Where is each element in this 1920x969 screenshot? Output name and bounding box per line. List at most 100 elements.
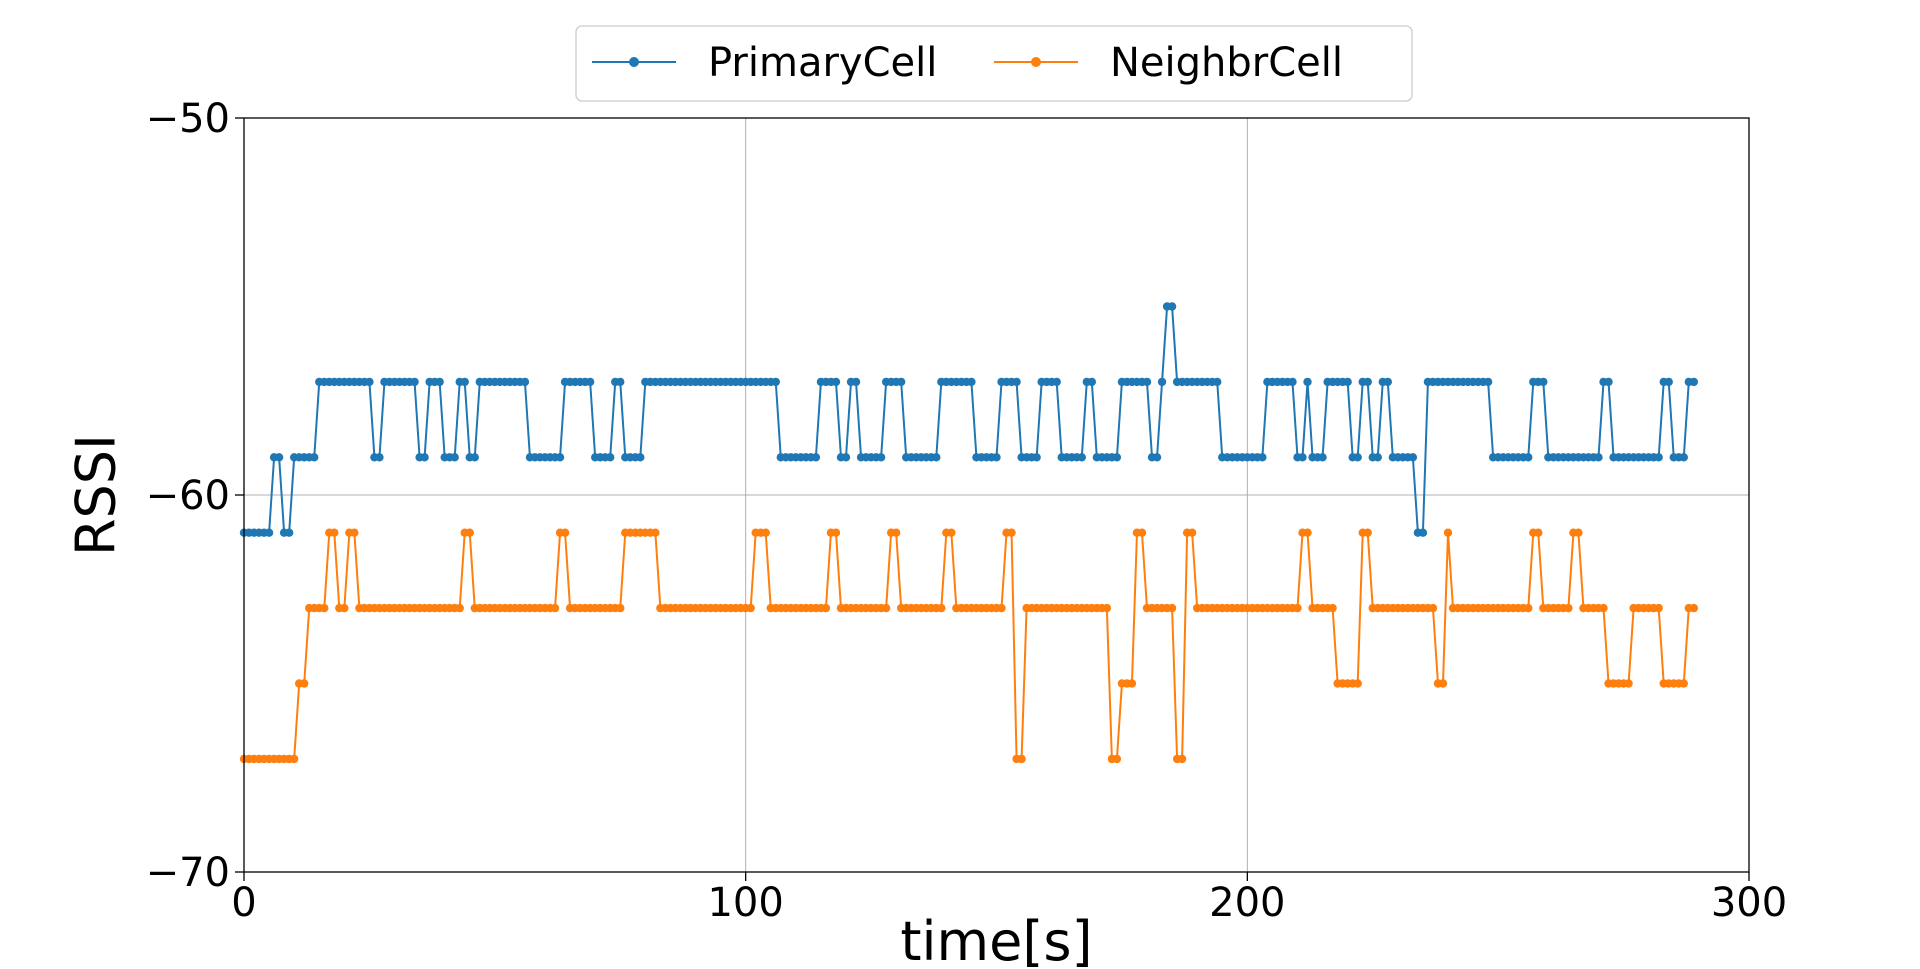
- data-point: [1679, 679, 1688, 688]
- series-PrimaryCell: [239, 302, 1699, 537]
- data-point: [375, 453, 384, 462]
- data-point: [560, 528, 570, 537]
- data-point: [1363, 528, 1372, 537]
- data-point: [1689, 603, 1699, 613]
- data-point: [1353, 453, 1362, 462]
- data-point: [455, 603, 464, 613]
- data-point: [1524, 453, 1533, 462]
- data-point: [1408, 453, 1418, 462]
- data-point: [992, 453, 1001, 462]
- data-point: [616, 603, 625, 613]
- legend-entry: NeighbrCell: [994, 40, 1343, 86]
- y-tick-label: −60: [146, 473, 230, 519]
- data-point: [1418, 528, 1428, 537]
- y-tick-label: −50: [146, 96, 230, 142]
- data-point: [1288, 377, 1297, 387]
- data-point: [1679, 453, 1688, 462]
- data-point: [555, 453, 565, 462]
- data-point: [1112, 453, 1122, 462]
- data-point: [274, 453, 284, 462]
- data-point: [1303, 528, 1312, 537]
- data-point: [1293, 603, 1302, 613]
- x-tick-label: 100: [707, 880, 783, 926]
- data-point: [1343, 377, 1352, 387]
- data-point: [1594, 453, 1603, 462]
- data-point: [1539, 377, 1548, 387]
- legend-label: PrimaryCell: [708, 40, 937, 86]
- data-point: [289, 754, 299, 764]
- data-point: [1077, 453, 1086, 462]
- data-point: [470, 453, 479, 462]
- data-point: [1112, 754, 1122, 764]
- data-point: [1624, 679, 1633, 688]
- data-point: [1152, 453, 1162, 462]
- data-point: [1167, 302, 1177, 311]
- data-point: [320, 603, 329, 613]
- data-point: [1298, 453, 1307, 462]
- data-point: [967, 377, 976, 387]
- series-line: [244, 305, 1694, 534]
- legend-entry: PrimaryCell: [592, 40, 937, 86]
- data-point: [365, 377, 374, 387]
- data-point: [811, 453, 821, 462]
- data-point: [264, 528, 274, 537]
- data-point: [947, 528, 956, 537]
- series-NeighbrCell: [239, 528, 1699, 764]
- data-point: [1007, 528, 1016, 537]
- data-point: [831, 528, 841, 537]
- data-point: [350, 528, 359, 537]
- data-point: [1167, 603, 1177, 613]
- x-tick-label: 200: [1209, 880, 1285, 926]
- data-point: [1438, 679, 1448, 688]
- data-point: [1428, 603, 1438, 613]
- x-tick-label: 300: [1711, 880, 1787, 926]
- data-point: [585, 377, 595, 387]
- legend-marker: [1031, 57, 1041, 67]
- data-point: [1177, 754, 1187, 764]
- data-point: [1654, 453, 1663, 462]
- data-point: [1213, 377, 1222, 387]
- data-point: [1524, 603, 1533, 613]
- data-point: [1318, 453, 1327, 462]
- data-point: [1157, 377, 1167, 387]
- y-tick-label: −70: [146, 850, 230, 896]
- legend-box: [575, 25, 1413, 102]
- data-point: [1664, 377, 1673, 387]
- data-point: [420, 453, 429, 462]
- data-point: [651, 528, 660, 537]
- data-point: [460, 377, 469, 387]
- data-point: [636, 453, 645, 462]
- x-tick-label: 0: [231, 880, 256, 926]
- data-point: [606, 453, 615, 462]
- data-point: [550, 603, 560, 613]
- data-point: [1017, 754, 1026, 764]
- data-point: [1137, 528, 1147, 537]
- data-point: [1599, 603, 1608, 613]
- data-point: [896, 377, 906, 387]
- data-point: [1383, 377, 1393, 387]
- data-point: [1127, 679, 1137, 688]
- data-point: [1303, 377, 1312, 387]
- data-point: [1443, 528, 1453, 537]
- series-line: [244, 531, 1694, 760]
- data-point: [340, 603, 349, 613]
- data-point: [831, 377, 841, 387]
- legend-label: NeighbrCell: [1110, 40, 1343, 86]
- data-point: [284, 528, 294, 537]
- data-point: [1574, 528, 1583, 537]
- data-point: [300, 679, 309, 688]
- legend-marker: [629, 57, 639, 67]
- data-point: [616, 377, 625, 387]
- data-point: [310, 453, 319, 462]
- data-point: [450, 453, 459, 462]
- y-axis-label: RSSI: [65, 434, 128, 556]
- legend: PrimaryCell NeighbrCell: [575, 25, 1413, 102]
- data-point: [1604, 377, 1613, 387]
- data-point: [841, 453, 851, 462]
- data-point: [821, 603, 831, 613]
- data-point: [1052, 377, 1061, 387]
- data-point: [1654, 603, 1663, 613]
- data-point: [761, 528, 770, 537]
- data-point: [1689, 377, 1699, 387]
- data-point: [330, 528, 339, 537]
